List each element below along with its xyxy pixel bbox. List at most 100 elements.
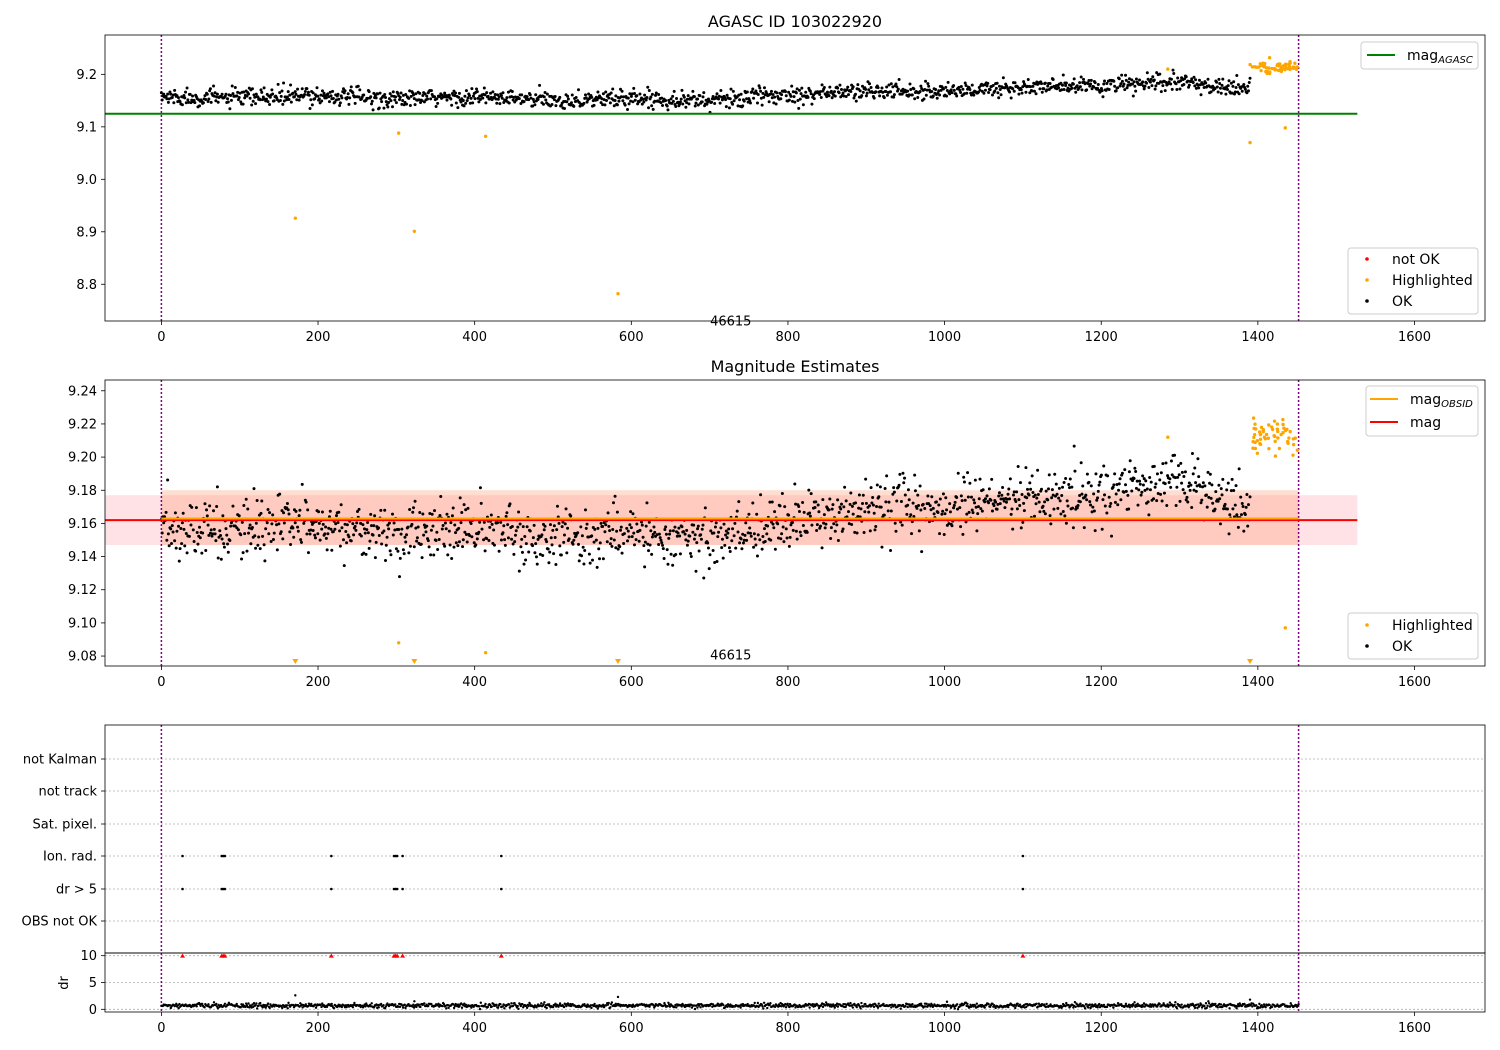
ok-point bbox=[1036, 492, 1040, 496]
dr-point bbox=[379, 1002, 383, 1006]
dr-point bbox=[1193, 1006, 1197, 1010]
ok-point bbox=[806, 95, 810, 99]
ok-point bbox=[674, 552, 678, 556]
ok-point bbox=[849, 491, 853, 495]
ok-point bbox=[343, 522, 347, 526]
ok-point bbox=[1075, 506, 1079, 510]
ok-point bbox=[418, 510, 422, 514]
ok-point bbox=[1096, 83, 1100, 87]
ok-point bbox=[818, 92, 822, 96]
dr-point bbox=[904, 1004, 907, 1008]
ok-point bbox=[671, 99, 675, 103]
ok-point bbox=[478, 486, 482, 490]
ok-point bbox=[254, 92, 258, 96]
ok-point bbox=[201, 531, 205, 535]
ok-point bbox=[869, 86, 873, 90]
dr-point bbox=[382, 1004, 385, 1007]
dr-point bbox=[175, 1002, 178, 1006]
ok-point bbox=[378, 91, 382, 95]
ok-point bbox=[400, 527, 404, 531]
ok-point bbox=[604, 90, 608, 94]
ok-point bbox=[1127, 80, 1131, 84]
ok-point bbox=[960, 499, 964, 503]
ok-point bbox=[637, 539, 641, 543]
ok-point bbox=[832, 522, 836, 526]
x-tick-label: 1000 bbox=[928, 675, 961, 690]
ok-point bbox=[1119, 82, 1123, 86]
ok-point bbox=[544, 98, 548, 102]
ok-point bbox=[955, 507, 959, 511]
highlighted-point bbox=[1273, 454, 1278, 458]
ok-point bbox=[618, 545, 622, 549]
ok-point bbox=[996, 91, 1000, 95]
dr-point bbox=[478, 1007, 482, 1011]
ok-point bbox=[212, 527, 216, 531]
ok-point bbox=[288, 530, 292, 534]
ok-point bbox=[965, 512, 969, 516]
ok-point bbox=[790, 84, 794, 88]
dr-point bbox=[1243, 1002, 1246, 1006]
ok-point bbox=[390, 94, 394, 98]
ok-point bbox=[693, 533, 697, 537]
ok-point bbox=[252, 93, 256, 97]
ok-point bbox=[824, 522, 828, 526]
dr-point bbox=[244, 1002, 248, 1005]
ok-point bbox=[1005, 497, 1009, 501]
obsid-label: 46615 bbox=[710, 314, 751, 329]
ok-point bbox=[212, 84, 216, 88]
ok-point bbox=[180, 521, 184, 525]
highlighted-point bbox=[1262, 64, 1267, 69]
ok-point bbox=[1123, 468, 1127, 472]
dr-point bbox=[794, 1006, 797, 1009]
y-tick-label: 0 bbox=[89, 1003, 97, 1018]
ok-point bbox=[1132, 80, 1136, 84]
ok-point bbox=[1082, 77, 1086, 81]
ok-point bbox=[842, 505, 846, 509]
dr-point bbox=[741, 1002, 745, 1006]
ok-point bbox=[779, 97, 783, 101]
ok-point bbox=[1112, 483, 1116, 487]
ok-point bbox=[895, 499, 899, 503]
ok-point bbox=[175, 94, 179, 98]
ok-point bbox=[528, 93, 532, 97]
ok-point bbox=[794, 502, 798, 506]
ok-point bbox=[780, 492, 784, 496]
ok-point bbox=[1193, 84, 1197, 88]
ok-point bbox=[525, 525, 529, 529]
highlighted-point bbox=[1259, 68, 1263, 73]
ok-point bbox=[833, 90, 837, 94]
dr-point bbox=[699, 1006, 702, 1009]
ok-point bbox=[1105, 511, 1109, 515]
ok-point bbox=[953, 500, 957, 504]
ok-point bbox=[1174, 82, 1178, 86]
dr-point bbox=[527, 1004, 530, 1008]
flag-point bbox=[181, 854, 184, 858]
ok-point bbox=[577, 559, 581, 563]
ok-point bbox=[454, 531, 458, 535]
ok-point bbox=[1134, 469, 1138, 473]
ok-point bbox=[394, 101, 398, 105]
ok-point bbox=[663, 528, 667, 532]
ok-point bbox=[790, 521, 794, 525]
ok-point bbox=[1126, 83, 1130, 87]
ok-point bbox=[1008, 90, 1012, 94]
ok-point bbox=[886, 509, 890, 513]
ok-point bbox=[309, 98, 313, 102]
ok-point bbox=[1092, 492, 1096, 496]
ok-point bbox=[1228, 513, 1232, 517]
ok-point bbox=[875, 483, 879, 487]
ok-point bbox=[483, 549, 487, 553]
highlighted-point bbox=[1261, 428, 1266, 432]
dr-point bbox=[1240, 1004, 1244, 1008]
dr-point bbox=[1116, 1001, 1120, 1005]
ok-point bbox=[326, 92, 330, 96]
dr-point bbox=[1175, 1007, 1179, 1010]
ok-point bbox=[1201, 82, 1205, 86]
ok-point bbox=[1078, 85, 1082, 89]
ok-point bbox=[1225, 507, 1229, 511]
ok-point bbox=[252, 487, 256, 491]
ok-point bbox=[485, 91, 489, 95]
ok-point bbox=[931, 94, 935, 98]
ok-point bbox=[1118, 477, 1122, 481]
ok-point bbox=[838, 83, 842, 87]
